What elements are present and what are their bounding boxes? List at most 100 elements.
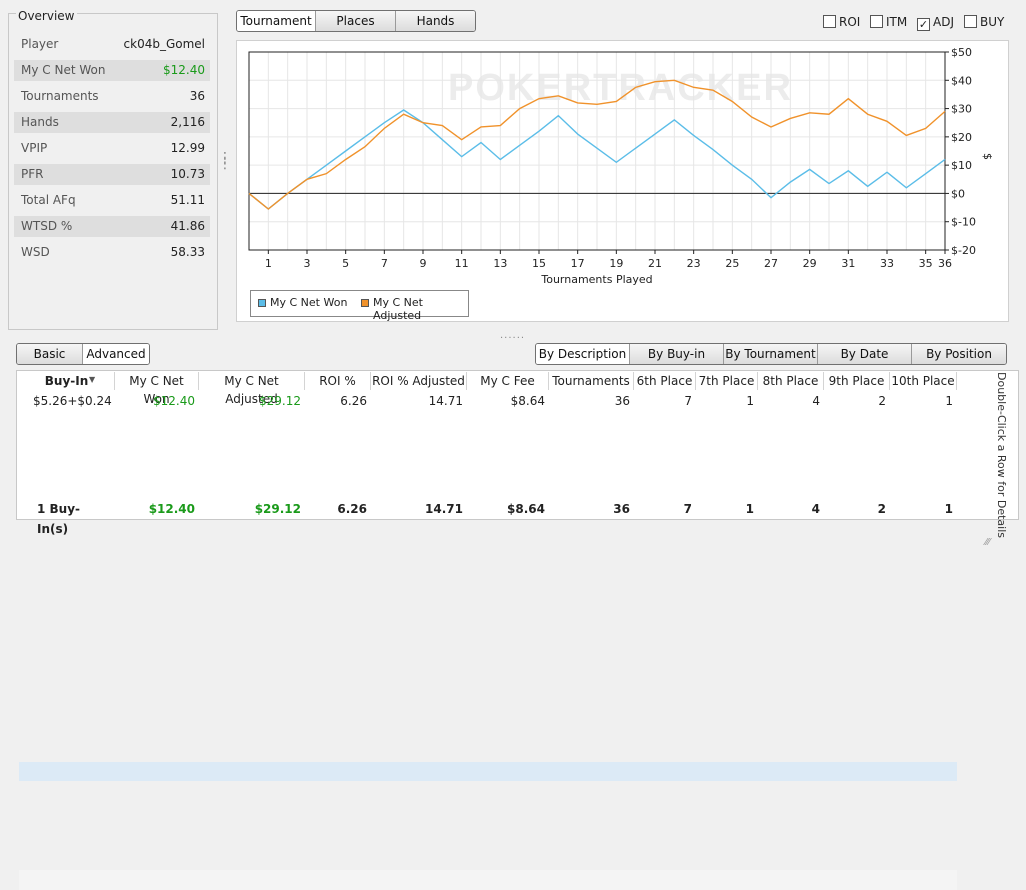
column-header[interactable]: ROI % bbox=[305, 372, 371, 390]
stat-label: WTSD % bbox=[21, 219, 73, 233]
stat-row: My C Net Won $12.40 bbox=[14, 60, 210, 81]
table-cell: $12.40 bbox=[153, 394, 195, 408]
y-tick-label: $50 bbox=[951, 46, 972, 59]
footer-cell: 36 bbox=[613, 502, 630, 516]
stat-row: VPIP 12.99 bbox=[14, 138, 210, 159]
tab-by-tournament[interactable]: By Tournament bbox=[724, 344, 818, 364]
stat-row: WTSD % 41.86 bbox=[14, 216, 210, 237]
table-cell: 1 bbox=[746, 394, 754, 408]
column-header[interactable]: 8th Place bbox=[758, 372, 824, 390]
tab-places[interactable]: Places bbox=[316, 11, 396, 31]
column-header[interactable]: Tournaments bbox=[549, 372, 634, 390]
stat-row: Tournaments 36 bbox=[14, 86, 210, 107]
table-cell: $5.26+$0.24 bbox=[33, 394, 112, 408]
stat-value: 2,116 bbox=[170, 115, 205, 129]
tab-by-description[interactable]: By Description bbox=[536, 344, 630, 364]
overview-title: Overview bbox=[16, 9, 77, 23]
tab-basic[interactable]: Basic bbox=[17, 344, 83, 364]
stat-value: ck04b_Gomel bbox=[123, 37, 205, 51]
column-header[interactable]: My C Net Won bbox=[115, 372, 199, 406]
column-header[interactable]: 9th Place bbox=[824, 372, 890, 390]
stat-row: Total AFq 51.11 bbox=[14, 190, 210, 211]
x-tick-label: 13 bbox=[493, 257, 507, 270]
stat-label: Player bbox=[21, 37, 59, 51]
y-tick-label: $30 bbox=[951, 103, 972, 116]
x-tick-label: 35 bbox=[919, 257, 933, 270]
x-tick-label: 9 bbox=[420, 257, 427, 270]
y-tick-label: $40 bbox=[951, 74, 972, 87]
profit-chart: POKERTRACKER $50$40$30$20$10$0$-10$-201 3… bbox=[248, 46, 994, 286]
footer-cell: 2 bbox=[877, 502, 886, 516]
y-tick-label: $-10 bbox=[951, 216, 976, 229]
option-buy[interactable]: BUY bbox=[964, 14, 1004, 30]
x-tick-label: 7 bbox=[381, 257, 388, 270]
table-cell: 4 bbox=[812, 394, 820, 408]
legend-swatch-net-adjusted bbox=[361, 299, 369, 307]
tab-advanced[interactable]: Advanced bbox=[83, 344, 149, 364]
chart-series bbox=[248, 79, 946, 210]
footer-cell: 7 bbox=[683, 502, 692, 516]
tab-by-date[interactable]: By Date bbox=[818, 344, 912, 364]
sort-arrow-icon[interactable]: ▼ bbox=[89, 375, 96, 384]
details-hint: Double-Click a Row for Details bbox=[992, 372, 1012, 538]
option-itm[interactable]: ITM bbox=[870, 14, 907, 30]
tab-hands[interactable]: Hands bbox=[396, 11, 475, 31]
table-cell: $29.12 bbox=[259, 394, 301, 408]
column-header[interactable]: 7th Place bbox=[696, 372, 758, 390]
footer-cell: 14.71 bbox=[425, 502, 463, 516]
table-cell: 2 bbox=[878, 394, 886, 408]
stat-label: Tournaments bbox=[21, 89, 99, 103]
option-adj[interactable]: ✓ ADJ bbox=[917, 14, 954, 31]
vertical-splitter[interactable]: ⋮ ⋮ bbox=[218, 150, 233, 172]
buy-checkbox[interactable] bbox=[964, 15, 977, 28]
x-tick-label: 23 bbox=[687, 257, 701, 270]
adj-checkbox[interactable]: ✓ bbox=[917, 18, 930, 31]
y-tick-label: $0 bbox=[951, 187, 965, 200]
column-header[interactable]: 10th Place bbox=[890, 372, 957, 390]
roi-checkbox[interactable] bbox=[823, 15, 836, 28]
legend-label-net-won: My C Net Won bbox=[270, 296, 348, 309]
column-header[interactable]: My C Fee bbox=[467, 372, 549, 390]
y-axis-label: $ bbox=[981, 153, 994, 160]
tab-by-buy-in[interactable]: By Buy-in bbox=[630, 344, 724, 364]
details-hint-text: Double-Click a Row for Details bbox=[995, 372, 1008, 539]
table-footer-row bbox=[19, 870, 957, 890]
x-tick-label: 3 bbox=[304, 257, 311, 270]
x-axis-label: Tournaments Played bbox=[540, 273, 652, 286]
stat-label: VPIP bbox=[21, 141, 48, 155]
results-table: Buy-In ▼ My C Net Won My C Net Adjusted ROI … bbox=[16, 370, 1019, 890]
y-tick-label: $10 bbox=[951, 159, 972, 172]
graph-tab-group: Tournament Places Hands bbox=[236, 10, 476, 32]
y-tick-label: $20 bbox=[951, 131, 972, 144]
column-header[interactable]: 6th Place bbox=[634, 372, 696, 390]
table-cell: $8.64 bbox=[510, 394, 545, 408]
chart-ticks: $50$40$30$20$10$0$-10$-201 3 5 7 9 11 13 15 17 19… bbox=[265, 46, 976, 270]
column-header[interactable]: Buy-In bbox=[19, 372, 115, 390]
x-tick-label: 25 bbox=[725, 257, 739, 270]
table-row[interactable] bbox=[19, 762, 957, 781]
footer-cell: 1 bbox=[745, 502, 754, 516]
stat-row: WSD 58.33 bbox=[14, 242, 210, 263]
column-header[interactable]: My C Net Adjusted bbox=[199, 372, 305, 406]
column-header[interactable]: ROI % Adjusted bbox=[371, 372, 467, 390]
itm-checkbox[interactable] bbox=[870, 15, 883, 28]
footer-cell: 1 Buy-In(s) bbox=[37, 502, 81, 536]
x-tick-label: 27 bbox=[764, 257, 778, 270]
table-cell: 7 bbox=[684, 394, 692, 408]
footer-cell: $8.64 bbox=[507, 502, 545, 516]
footer-cell: $29.12 bbox=[254, 502, 301, 516]
option-label: ITM bbox=[886, 15, 908, 29]
tab-by-position[interactable]: By Position bbox=[912, 344, 1006, 364]
watermark: POKERTRACKER bbox=[448, 67, 793, 109]
view-tab-group: Basic Advanced bbox=[16, 343, 150, 365]
horizontal-splitter[interactable]: ······ bbox=[500, 333, 526, 344]
option-roi[interactable]: ROI bbox=[823, 14, 860, 30]
stat-label: Hands bbox=[21, 115, 59, 129]
legend-label-net-adjusted: My C Net Adjusted bbox=[373, 296, 423, 322]
x-tick-label: 21 bbox=[648, 257, 662, 270]
legend-swatch-net-won bbox=[258, 299, 266, 307]
stat-value: 41.86 bbox=[170, 219, 205, 233]
option-label: ADJ bbox=[933, 15, 954, 29]
tab-tournament[interactable]: Tournament bbox=[237, 11, 316, 31]
resize-grip[interactable]: ⁄⁄⁄ bbox=[985, 537, 991, 548]
